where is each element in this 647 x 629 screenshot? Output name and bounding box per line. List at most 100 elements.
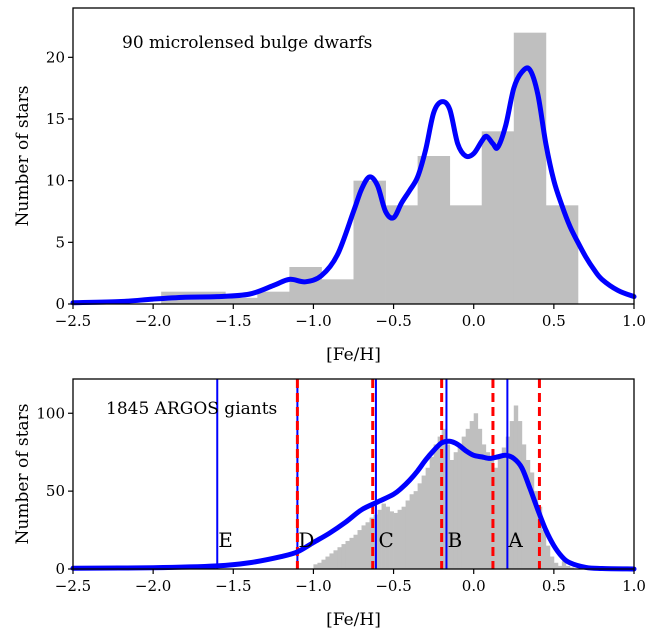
x-tick-label: −2.0 — [135, 577, 171, 595]
y-tick-label: 15 — [46, 110, 65, 128]
histogram-bar — [393, 512, 398, 569]
histogram-bar — [477, 428, 483, 569]
giants-boundaries — [216, 379, 541, 569]
histogram-bar — [501, 447, 507, 569]
x-tick-label: −1.0 — [295, 577, 331, 595]
histogram-bar — [469, 421, 475, 569]
x-tick-label: −2.5 — [55, 312, 91, 330]
histogram-bar — [321, 279, 354, 304]
histogram-bar — [497, 456, 503, 569]
y-tick-label: 5 — [55, 233, 65, 251]
histogram-bar — [521, 444, 527, 569]
histogram-bar — [381, 503, 386, 569]
histogram-bar — [449, 459, 455, 569]
histogram-bar — [553, 562, 559, 569]
zone-label: B — [447, 528, 462, 552]
histogram-bar — [417, 156, 451, 304]
histogram-bar — [289, 267, 322, 304]
x-tick-label: 0.0 — [462, 577, 486, 595]
giants-panel: −2.5 −2.0 −1.5 −1.0 −0.5 0.0 0.5 1.0 0 50 100 E D C… — [13, 378, 646, 629]
histogram-bar — [377, 509, 382, 569]
histogram-bar — [425, 467, 431, 569]
histogram-bar — [569, 567, 575, 569]
histogram-bar — [353, 534, 358, 569]
giants-x-ticks: −2.5 −2.0 −1.5 −1.0 −0.5 0.0 0.5 1.0 — [55, 569, 646, 595]
histogram-bar — [513, 405, 519, 569]
giants-histogram — [313, 405, 575, 569]
histogram-bar — [321, 559, 326, 569]
histogram-bar — [369, 517, 374, 569]
histogram-bar — [457, 444, 463, 569]
dwarfs-histogram — [161, 32, 579, 305]
histogram-bar — [549, 556, 555, 569]
density-curve — [70, 65, 637, 306]
histogram-bar — [517, 421, 523, 569]
y-tick-label: 10 — [46, 172, 65, 190]
dwarfs-annotation: 90 microlensed bulge dwarfs — [122, 33, 372, 53]
histogram-bar — [225, 297, 258, 304]
dwarfs-y-ticks: 0 5 10 15 20 — [46, 48, 73, 313]
histogram-bar — [489, 459, 495, 569]
histogram-bar — [481, 444, 487, 569]
histogram-bar — [345, 540, 350, 569]
histogram-bar — [413, 491, 419, 569]
x-tick-label: 0.5 — [542, 577, 566, 595]
y-tick-label: 20 — [46, 48, 65, 66]
x-tick-label: −1.5 — [215, 577, 251, 595]
histogram-bar — [329, 553, 334, 569]
histogram-bar — [465, 428, 471, 569]
x-tick-label: −0.5 — [375, 312, 411, 330]
histogram-bar — [341, 544, 346, 569]
zone-label: E — [218, 528, 233, 552]
histogram-bar — [313, 564, 318, 569]
density-curve — [70, 438, 637, 572]
histogram-bar — [445, 444, 451, 569]
giants-density-curve — [70, 438, 637, 572]
histogram-bar — [389, 511, 394, 569]
histogram-bar — [561, 561, 567, 569]
dwarfs-x-ticks: −2.5 −2.0 −1.5 −1.0 −0.5 0.0 0.5 1.0 — [55, 304, 646, 330]
x-tick-label: −1.0 — [295, 312, 331, 330]
histogram-bar — [509, 421, 515, 569]
histogram-bar — [437, 436, 443, 569]
histogram-bar — [417, 483, 423, 569]
histogram-bar — [433, 444, 439, 569]
giants-x-axis-label: [Fe/H] — [326, 610, 381, 629]
giants-plot-frame — [72, 378, 635, 570]
giants-y-ticks: 0 50 100 — [36, 404, 73, 578]
histogram-bar — [473, 413, 479, 569]
histogram-bar — [385, 205, 419, 304]
histogram-bar — [461, 436, 467, 569]
histogram-bar — [361, 525, 366, 569]
y-tick-label: 50 — [46, 482, 65, 500]
zone-label: D — [298, 528, 314, 552]
zone-label: A — [507, 528, 523, 552]
histogram-bar — [481, 131, 515, 304]
histogram-bar — [529, 472, 535, 569]
histogram-bar — [533, 491, 539, 569]
histogram-bar — [397, 509, 402, 569]
histogram-bar — [541, 530, 547, 569]
x-tick-label: 1.0 — [622, 577, 646, 595]
x-tick-label: 0.0 — [462, 312, 486, 330]
x-tick-label: −1.5 — [215, 312, 251, 330]
histogram-bar — [365, 522, 370, 569]
histogram-bar — [401, 506, 406, 569]
histogram-bar — [385, 506, 390, 569]
histogram-bar — [357, 530, 362, 569]
dwarfs-panel: −2.5 −2.0 −1.5 −1.0 −0.5 0.0 0.5 1.0 0 5 10 15 20 9… — [13, 7, 646, 365]
histogram-bar — [325, 556, 330, 569]
dwarfs-y-axis-label: Number of stars — [13, 86, 33, 227]
zone-label: C — [379, 528, 394, 552]
y-tick-label: 100 — [36, 404, 65, 422]
giants-y-axis-label: Number of stars — [13, 404, 33, 545]
dwarfs-density-curve — [70, 65, 637, 306]
histogram-bar — [441, 428, 447, 569]
histogram-bar — [525, 459, 531, 569]
histogram-bar — [409, 494, 415, 569]
giants-annotation: 1845 ARGOS giants — [106, 399, 277, 419]
histogram-bar — [565, 565, 571, 569]
x-tick-label: −2.0 — [135, 312, 171, 330]
histogram-bar — [333, 550, 338, 569]
